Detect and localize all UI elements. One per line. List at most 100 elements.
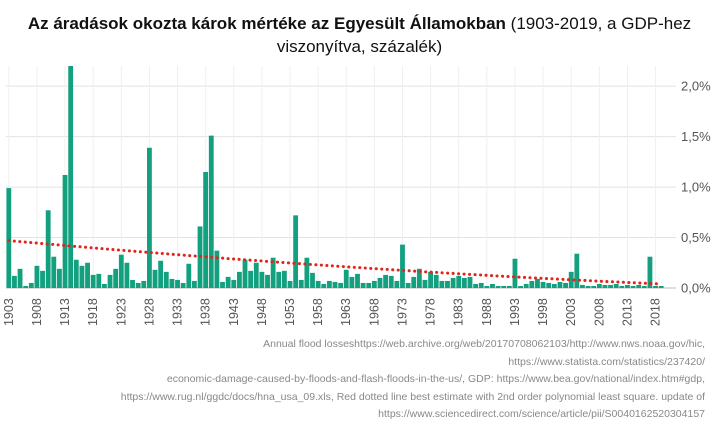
x-tick-label: 1903 bbox=[2, 298, 16, 326]
bar-1952 bbox=[281, 270, 287, 288]
bar-1951 bbox=[276, 271, 282, 288]
bar-1945 bbox=[242, 259, 248, 288]
bar-2004 bbox=[574, 253, 580, 288]
chart-subtitle: (1903-2019, a GDP-hez viszonyítva, száza… bbox=[276, 14, 692, 56]
bar-1983 bbox=[456, 275, 462, 288]
y-tick-label: 2,0% bbox=[681, 79, 711, 94]
bar-1958 bbox=[315, 280, 321, 288]
bar-1969 bbox=[377, 277, 383, 288]
bar-1905 bbox=[17, 268, 23, 288]
bar-1939 bbox=[208, 135, 214, 288]
bar-1986 bbox=[473, 283, 479, 288]
bar-1996 bbox=[529, 280, 535, 288]
bar-1977 bbox=[422, 279, 428, 288]
bar-1999 bbox=[546, 282, 552, 288]
x-tick-label: 1928 bbox=[142, 298, 156, 326]
bar-1941 bbox=[220, 281, 225, 288]
bar-1988 bbox=[484, 285, 490, 288]
bar-1906 bbox=[23, 285, 29, 288]
chart-title: Az áradások okozta károk mértéke az Egye… bbox=[27, 14, 506, 33]
bar-2003 bbox=[568, 271, 574, 288]
bar-1933 bbox=[175, 279, 180, 288]
x-tick-label: 1983 bbox=[452, 298, 466, 326]
bar-1943 bbox=[231, 279, 237, 288]
x-tick-label: 1913 bbox=[58, 298, 72, 326]
bar-1920 bbox=[102, 283, 107, 288]
bar-2018 bbox=[653, 285, 658, 288]
bar-1962 bbox=[338, 282, 344, 288]
bar-1916 bbox=[79, 265, 85, 288]
bar-1931 bbox=[163, 271, 169, 288]
bar-1922 bbox=[113, 268, 119, 288]
bar-1991 bbox=[501, 285, 507, 288]
bar-1957 bbox=[310, 272, 315, 288]
bar-1995 bbox=[523, 283, 529, 288]
bar-1925 bbox=[130, 279, 135, 288]
bar-1954 bbox=[293, 215, 299, 288]
source-line: https://www.sciencedirect.com/science/ar… bbox=[378, 408, 705, 421]
bar-1971 bbox=[388, 275, 394, 288]
bars bbox=[6, 66, 664, 288]
bar-1984 bbox=[461, 277, 467, 288]
bar-1930 bbox=[158, 260, 164, 288]
x-tick-label: 2008 bbox=[592, 298, 606, 326]
bar-1910 bbox=[45, 210, 51, 288]
bar-1990 bbox=[495, 285, 501, 288]
bar-1966 bbox=[360, 282, 366, 288]
bar-1935 bbox=[186, 263, 192, 288]
y-tick-label: 1,0% bbox=[681, 180, 711, 195]
y-tick-label: 0,0% bbox=[681, 281, 711, 296]
bar-2019 bbox=[658, 285, 664, 288]
x-tick-label: 1923 bbox=[114, 298, 128, 326]
x-tick-label: 1963 bbox=[339, 298, 353, 326]
bar-2007 bbox=[591, 285, 597, 288]
bar-1965 bbox=[355, 273, 360, 288]
bar-2006 bbox=[585, 285, 591, 288]
bar-2013 bbox=[625, 284, 630, 288]
bar-1912 bbox=[57, 268, 62, 288]
bar-1913 bbox=[62, 174, 68, 288]
x-tick-label: 1978 bbox=[424, 298, 438, 326]
bar-2012 bbox=[619, 285, 625, 288]
bar-1915 bbox=[73, 259, 79, 288]
bar-1919 bbox=[96, 273, 102, 288]
bar-1967 bbox=[366, 282, 372, 288]
bar-2001 bbox=[557, 281, 563, 288]
bar-1975 bbox=[411, 276, 417, 288]
y-tick-label: 1,5% bbox=[681, 129, 711, 144]
bar-1907 bbox=[28, 282, 34, 288]
bar-1976 bbox=[416, 268, 422, 288]
bar-2000 bbox=[551, 283, 557, 288]
x-tick-label: 1968 bbox=[367, 298, 381, 326]
x-tick-label: 1943 bbox=[227, 298, 241, 326]
bar-1908 bbox=[34, 265, 40, 288]
x-tick-label: 2018 bbox=[649, 298, 663, 326]
bar-1926 bbox=[135, 282, 141, 288]
bar-2005 bbox=[580, 284, 585, 288]
bar-1963 bbox=[343, 269, 349, 288]
y-tick-label: 0,5% bbox=[681, 230, 711, 245]
bar-1955 bbox=[298, 279, 304, 288]
x-tick-label: 1938 bbox=[199, 298, 213, 326]
bar-1964 bbox=[349, 276, 355, 288]
bar-1928 bbox=[146, 147, 152, 288]
x-axis-ticks: 1903 1908 1913 1918 1923 1928 1933 1938 1943 1948… bbox=[2, 298, 663, 326]
x-tick-label: 2003 bbox=[564, 298, 578, 326]
bar-1903 bbox=[6, 188, 12, 288]
source-note: Annual flood losseshttps://web.archive.o… bbox=[25, 336, 705, 424]
x-tick-label: 1998 bbox=[536, 298, 550, 326]
x-tick-label: 1973 bbox=[395, 298, 409, 326]
bar-1997 bbox=[535, 278, 540, 288]
bar-2014 bbox=[630, 285, 636, 288]
bar-2015 bbox=[636, 284, 642, 288]
bar-1942 bbox=[225, 276, 231, 288]
bar-1998 bbox=[540, 281, 546, 288]
bar-1921 bbox=[107, 274, 113, 288]
bar-1934 bbox=[180, 282, 186, 288]
y-axis-ticks: 0,0% 0,5% 1,0% 1,5% 2,0% bbox=[681, 79, 711, 296]
bar-1993 bbox=[512, 258, 518, 288]
bar-1972 bbox=[394, 280, 400, 288]
x-tick-label: 1918 bbox=[86, 298, 100, 326]
bar-1980 bbox=[439, 280, 445, 288]
